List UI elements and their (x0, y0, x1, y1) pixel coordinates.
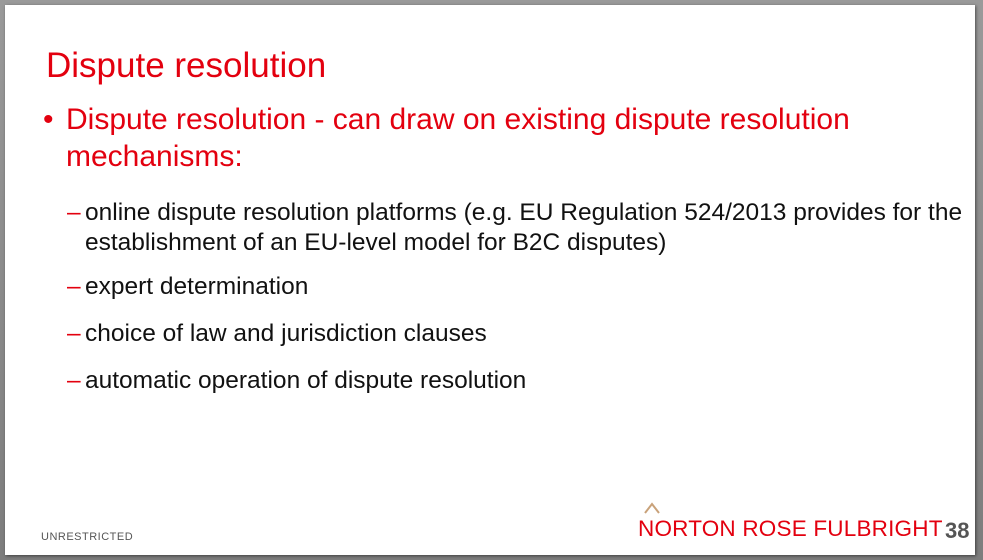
slide-title: Dispute resolution (46, 46, 327, 85)
dash-marker: – (67, 367, 81, 394)
bullet-marker: • (43, 103, 54, 136)
dash-marker: – (67, 199, 81, 226)
chevron-roof-icon (644, 502, 660, 514)
sub-bullet-text: choice of law and jurisdiction clauses (85, 320, 487, 347)
sub-bullet-text: automatic operation of dispute resolutio… (85, 367, 527, 394)
company-logo: NORTON ROSE FULBRIGHT (638, 502, 948, 542)
sub-bullet-text: online dispute resolution platforms (e.g… (85, 199, 963, 256)
dash-marker: – (67, 320, 81, 347)
dash-marker: – (67, 273, 81, 300)
sub-bullet-text: expert determination (85, 273, 309, 300)
page-number: 38 (945, 518, 970, 543)
slide: Dispute resolution • Dispute resolution … (5, 5, 975, 555)
main-bullet-text: Dispute resolution - can draw on existin… (66, 103, 850, 173)
classification-label: UNRESTRICTED (41, 531, 134, 543)
logo-text: NORTON ROSE FULBRIGHT (638, 516, 943, 541)
